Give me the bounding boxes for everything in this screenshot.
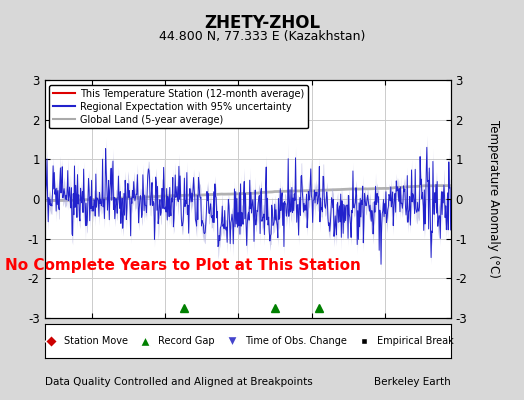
Text: Data Quality Controlled and Aligned at Breakpoints: Data Quality Controlled and Aligned at B… (45, 377, 312, 387)
Text: 44.800 N, 77.333 E (Kazakhstan): 44.800 N, 77.333 E (Kazakhstan) (159, 30, 365, 43)
Text: Berkeley Earth: Berkeley Earth (374, 377, 451, 387)
Text: No Complete Years to Plot at This Station: No Complete Years to Plot at This Statio… (5, 258, 361, 273)
Legend: Station Move, Record Gap, Time of Obs. Change, Empirical Break: Station Move, Record Gap, Time of Obs. C… (39, 333, 456, 349)
Legend: This Temperature Station (12-month average), Regional Expectation with 95% uncer: This Temperature Station (12-month avera… (49, 85, 308, 128)
Text: ZHETY-ZHOL: ZHETY-ZHOL (204, 14, 320, 32)
Y-axis label: Temperature Anomaly (°C): Temperature Anomaly (°C) (487, 120, 500, 278)
